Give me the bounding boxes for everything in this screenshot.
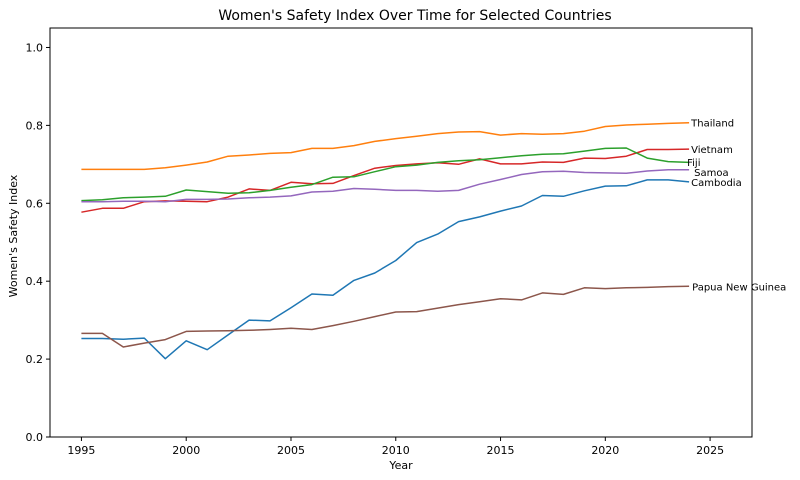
x-tick-label: 2000 [172, 444, 200, 457]
plot-frame [49, 27, 753, 438]
x-tick-label: 2010 [382, 444, 410, 457]
x-tick-label: 2020 [591, 444, 619, 457]
x-axis-label: Year [388, 459, 413, 472]
series-label-samoa: Samoa [694, 168, 728, 179]
x-tick-label: 2005 [277, 444, 305, 457]
y-tick-label: 1.0 [26, 41, 44, 54]
series-label-vietnam: Vietnam [691, 145, 733, 156]
y-tick-label: 0.6 [26, 197, 44, 210]
y-tick-label: 0.4 [26, 275, 44, 288]
y-tick-label: 0.0 [26, 431, 44, 444]
x-tick-label: 2025 [696, 444, 724, 457]
series-label-papua-new-guinea: Papua New Guinea [692, 282, 786, 293]
x-tick-label: 2015 [487, 444, 515, 457]
series-line-vietnam [81, 148, 690, 213]
series-line-thailand [81, 121, 690, 171]
y-tick-label: 0.8 [26, 119, 44, 132]
series-line-samoa [81, 169, 690, 203]
series-line-cambodia [81, 179, 690, 360]
x-tick-label: 1995 [67, 444, 95, 457]
series-label-fiji: Fiji [687, 158, 700, 169]
series-label-thailand: Thailand [690, 119, 734, 130]
y-tick-label: 0.2 [26, 353, 44, 366]
series-line-fiji [81, 147, 690, 202]
y-axis-label: Women's Safety Index [7, 174, 20, 297]
series-label-cambodia: Cambodia [691, 178, 742, 189]
series-line-papua-new-guinea [81, 285, 690, 348]
chart-title: Women's Safety Index Over Time for Selec… [218, 8, 611, 24]
